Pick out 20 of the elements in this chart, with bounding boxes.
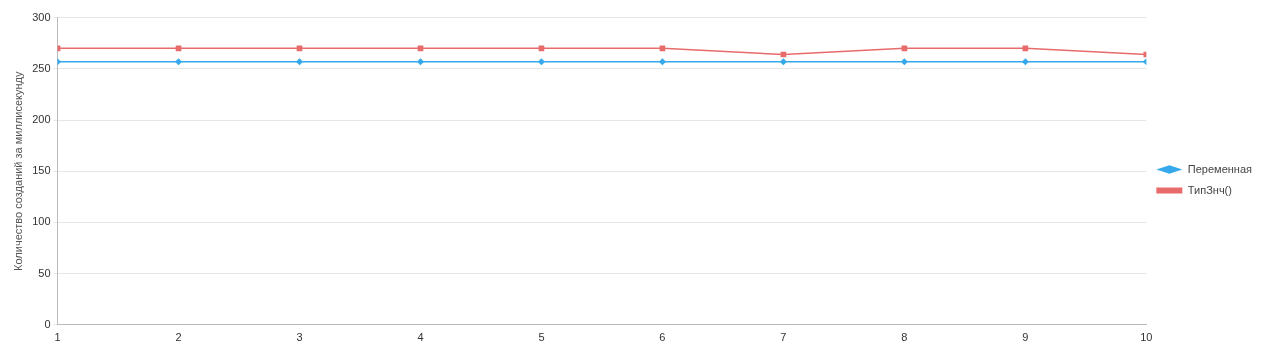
y-tick-label: 300 — [32, 10, 51, 23]
x-tick-label: 8 — [901, 331, 908, 344]
x-tick-label: 10 — [1140, 331, 1153, 344]
y-tick-label: 0 — [44, 317, 51, 330]
legend-label: ТипЗнч() — [1187, 183, 1232, 196]
x-tick-label: 1 — [54, 331, 61, 344]
y-tick-label: 250 — [32, 61, 51, 74]
y-axis-title: Количество созданий за миллисекунду — [11, 70, 24, 271]
x-tick-label: 6 — [659, 331, 666, 344]
x-tick-label: 5 — [538, 331, 545, 344]
y-tick-label: 100 — [32, 215, 51, 228]
legend-label: Переменная — [1187, 162, 1253, 175]
x-tick-label: 9 — [1022, 331, 1029, 344]
x-tick-label: 2 — [175, 331, 182, 344]
x-tick-label: 4 — [417, 331, 424, 344]
y-tick-label: 200 — [32, 113, 51, 126]
y-tick-label: 50 — [38, 266, 51, 279]
x-tick-label: 7 — [780, 331, 787, 344]
y-tick-label: 150 — [32, 164, 51, 177]
x-tick-label: 3 — [296, 331, 303, 344]
